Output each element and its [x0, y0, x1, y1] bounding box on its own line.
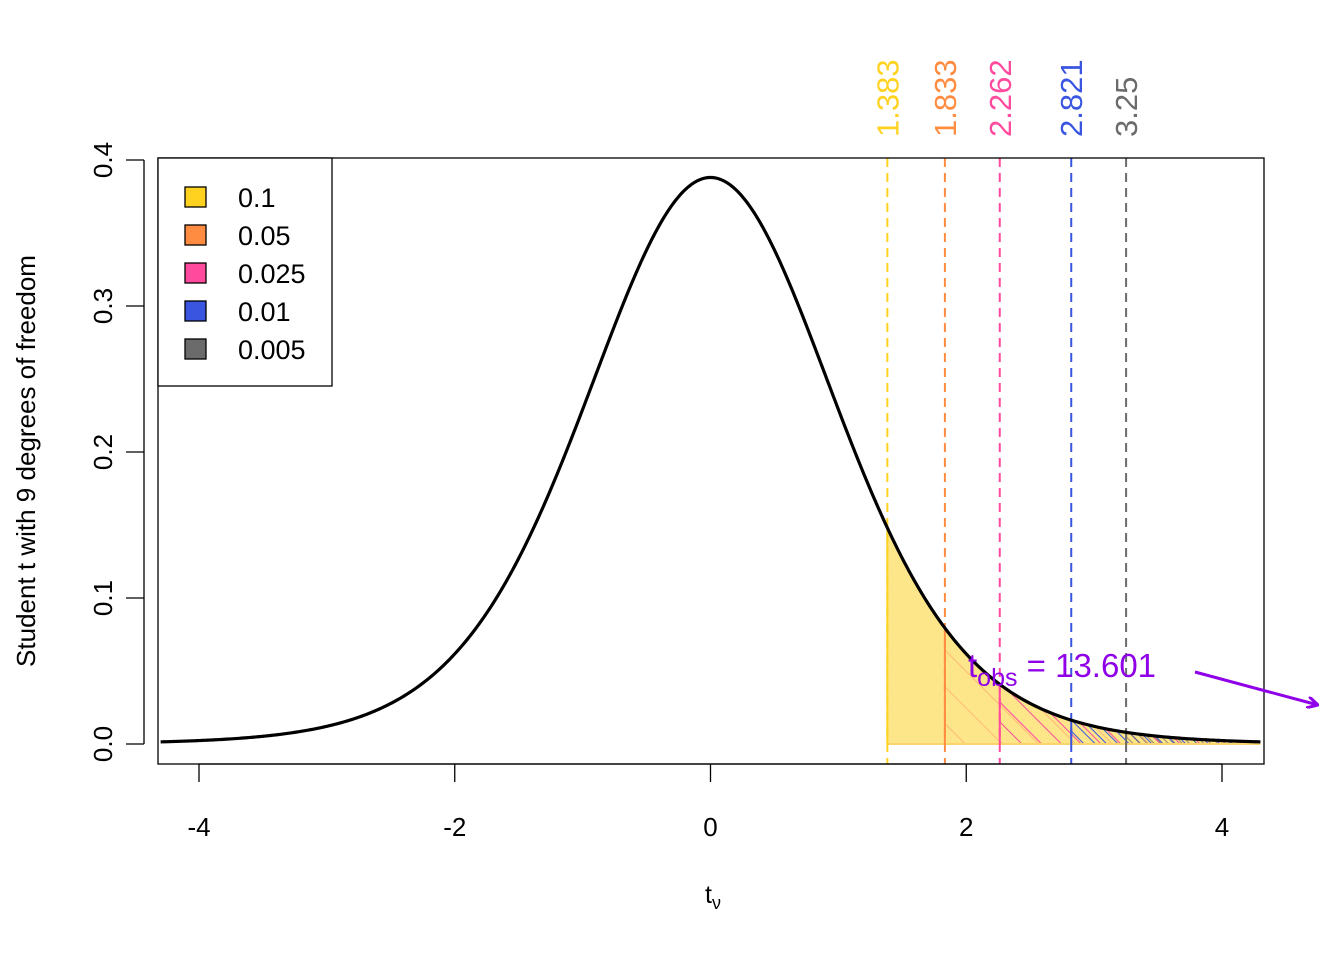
legend-swatch	[184, 338, 207, 360]
critical-value-label: 1.383	[870, 59, 905, 137]
critical-value-label: 3.25	[1109, 77, 1144, 137]
y-tick-label: 0.2	[88, 434, 118, 470]
legend-swatch	[184, 262, 207, 284]
critical-value-label: 2.262	[983, 59, 1018, 137]
tail-area-base	[887, 527, 1261, 744]
x-axis: -4 -2 0 2 4	[187, 763, 1229, 842]
t-obs-arrow	[1194, 670, 1318, 705]
legend-label: 0.1	[238, 183, 276, 213]
density-curve	[160, 175, 1261, 744]
legend-swatch	[184, 224, 207, 246]
y-tick-label: 0.4	[88, 142, 118, 178]
legend-label: 0.005	[238, 335, 306, 365]
x-tick-label: 2	[959, 812, 973, 842]
legend: 0.1 0.05 0.025 0.01 0.005	[157, 157, 333, 387]
legend-swatch	[184, 300, 207, 322]
x-tick-label: -4	[187, 812, 210, 842]
y-axis: 0.0 0.1 0.2 0.3 0.4	[88, 142, 145, 762]
y-axis-label: Student t with 9 degrees of freedom	[11, 255, 41, 667]
tail-area-fills	[886, 527, 1261, 745]
critical-value-label: 2.821	[1054, 59, 1089, 137]
x-tick-label: -2	[443, 812, 466, 842]
x-tick-label: 0	[703, 812, 717, 842]
t-obs-label: tobs = 13.601	[968, 647, 1156, 692]
x-tick-label: 4	[1215, 812, 1229, 842]
critical-value-lines	[886, 158, 1128, 764]
tail-area-0.025	[999, 684, 1261, 744]
legend-swatch	[184, 186, 207, 208]
t-obs-annotation: tobs = 13.601	[968, 647, 1318, 705]
legend-label: 0.025	[238, 259, 306, 289]
y-tick-label: 0.1	[88, 580, 118, 616]
y-tick-label: 0.0	[88, 726, 118, 762]
legend-label: 0.01	[238, 297, 291, 327]
x-axis-label: tν	[705, 881, 721, 913]
critical-value-label: 1.833	[928, 59, 963, 137]
tail-area-0.01	[1071, 720, 1261, 744]
legend-label: 0.05	[238, 221, 291, 251]
y-tick-label: 0.3	[88, 288, 118, 324]
